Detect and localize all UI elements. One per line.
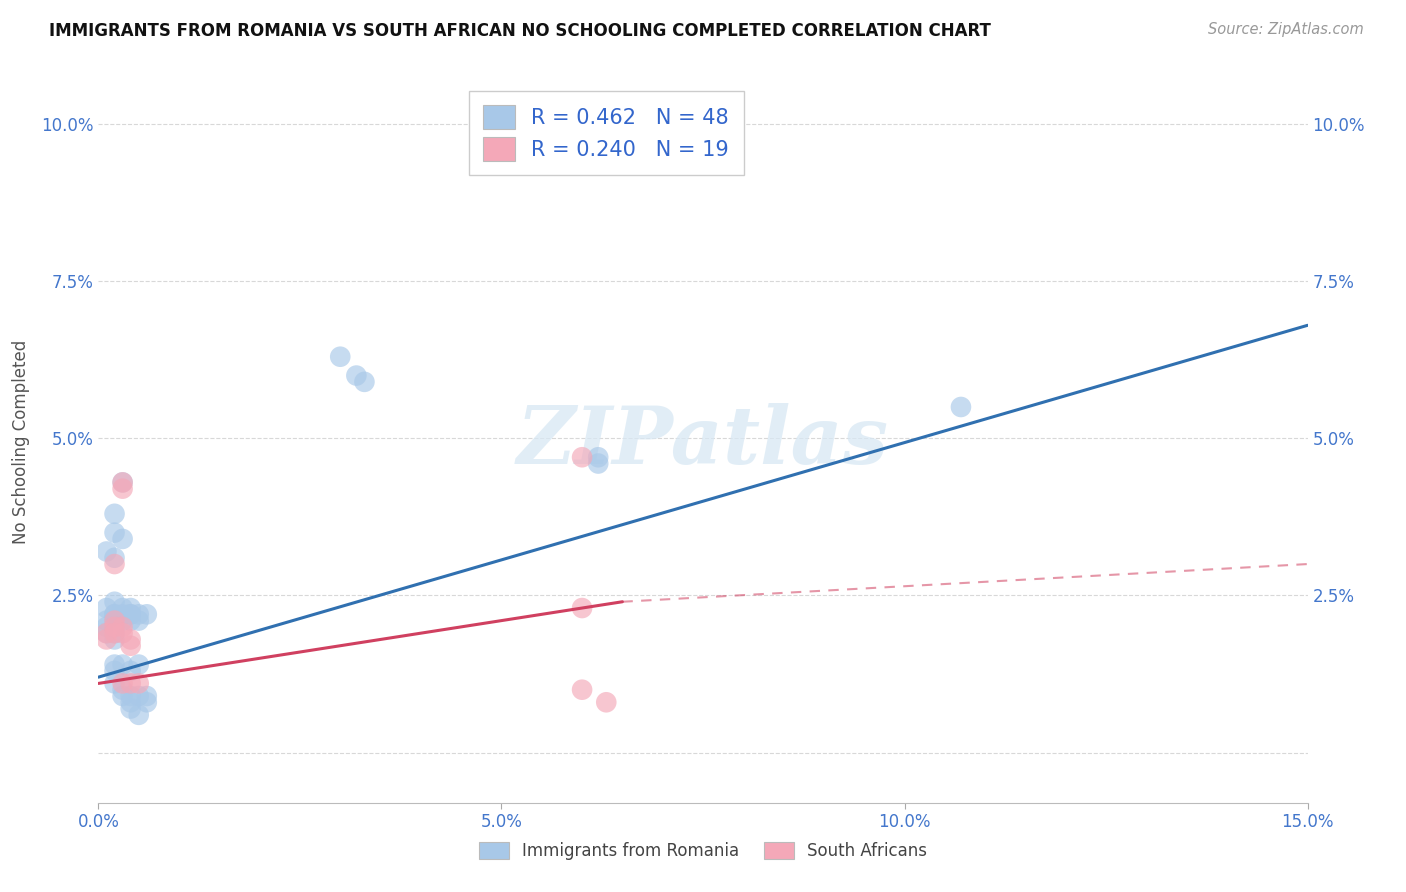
Text: IMMIGRANTS FROM ROMANIA VS SOUTH AFRICAN NO SCHOOLING COMPLETED CORRELATION CHAR: IMMIGRANTS FROM ROMANIA VS SOUTH AFRICAN… [49,22,991,40]
Point [128,657,150,672]
Point [103,620,125,634]
Point [111,532,134,546]
Point [128,676,150,690]
Point [586,457,609,471]
Y-axis label: No Schooling Completed: No Schooling Completed [11,340,30,543]
Point [135,607,157,622]
Point [103,607,125,622]
Point [111,607,134,622]
Point [96,626,118,640]
Text: Source: ZipAtlas.com: Source: ZipAtlas.com [1208,22,1364,37]
Point [120,607,142,622]
Point [103,557,125,571]
Point [96,620,118,634]
Point [128,607,150,622]
Point [120,601,142,615]
Point [103,525,125,540]
Point [571,450,593,465]
Point [120,676,142,690]
Point [96,632,118,647]
Point [103,620,125,634]
Point [128,707,150,722]
Point [96,544,118,558]
Point [103,595,125,609]
Point [111,620,134,634]
Point [120,607,142,622]
Point [111,475,134,490]
Point [586,450,609,465]
Point [120,695,142,709]
Point [120,614,142,628]
Point [120,639,142,653]
Point [344,368,367,383]
Point [111,657,134,672]
Point [111,689,134,703]
Point [353,375,375,389]
Point [111,475,134,490]
Point [329,350,352,364]
Point [128,614,150,628]
Point [111,601,134,615]
Point [103,550,125,565]
Point [96,601,118,615]
Point [135,689,157,703]
Point [103,664,125,678]
Point [111,676,134,690]
Point [120,701,142,715]
Point [103,676,125,690]
Point [111,482,134,496]
Point [103,607,125,622]
Point [96,626,118,640]
Point [128,689,150,703]
Point [103,626,125,640]
Point [949,400,972,414]
Point [111,682,134,697]
Point [571,601,593,615]
Point [103,507,125,521]
Text: ZIPatlas: ZIPatlas [517,403,889,480]
Point [103,614,125,628]
Point [120,664,142,678]
Point [103,614,125,628]
Point [595,695,617,709]
Point [120,632,142,647]
Point [135,695,157,709]
Point [103,632,125,647]
Point [111,614,134,628]
Point [96,614,118,628]
Point [111,626,134,640]
Point [571,682,593,697]
Point [103,657,125,672]
Point [120,689,142,703]
Legend: Immigrants from Romania, South Africans: Immigrants from Romania, South Africans [472,835,934,867]
Point [103,626,125,640]
